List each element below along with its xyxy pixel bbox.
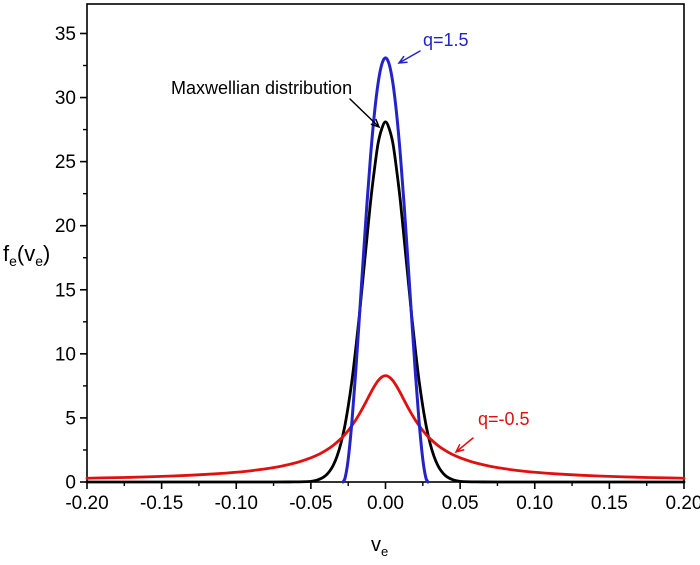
y-tick-label: 10 <box>55 344 76 365</box>
x-tick-label: 0.15 <box>591 493 628 514</box>
annotation-maxwellian-distribution: Maxwellian distribution <box>171 78 352 98</box>
y-tick-label: 15 <box>55 280 76 301</box>
curve-maxwellian-distribution <box>85 120 686 484</box>
annotation-arrow-q-1-5 <box>397 50 421 64</box>
x-tick-label: -0.20 <box>65 493 108 514</box>
x-tick-label: 0.20 <box>666 493 700 514</box>
y-tick-label: 5 <box>65 408 76 429</box>
annotation-q-0-5: q=-0.5 <box>478 409 530 429</box>
y-tick-label: 35 <box>55 24 76 45</box>
x-tick-label: 0.10 <box>516 493 553 514</box>
y-axis-label: fe(ve) <box>3 241 50 269</box>
y-tick-label: 20 <box>55 216 76 237</box>
annotation-arrow-maxwellian-distribution <box>349 98 381 129</box>
y-tick-label: 30 <box>55 88 76 109</box>
x-tick-label: 0.00 <box>367 493 404 514</box>
annotation-q-1-5: q=1.5 <box>423 30 469 50</box>
curve-q-0-5 <box>85 374 686 480</box>
x-tick-label: 0.05 <box>442 493 479 514</box>
annotation-arrow-q-0-5 <box>454 437 474 454</box>
curve-q-1-5 <box>341 56 430 484</box>
x-tick-label: -0.10 <box>215 493 258 514</box>
y-tick-label: 25 <box>55 152 76 173</box>
x-tick-label: -0.05 <box>289 493 332 514</box>
plot-frame <box>86 3 685 483</box>
x-axis-label: ve <box>371 534 388 559</box>
y-tick-label: 0 <box>65 473 76 494</box>
x-tick-label: -0.15 <box>140 493 183 514</box>
